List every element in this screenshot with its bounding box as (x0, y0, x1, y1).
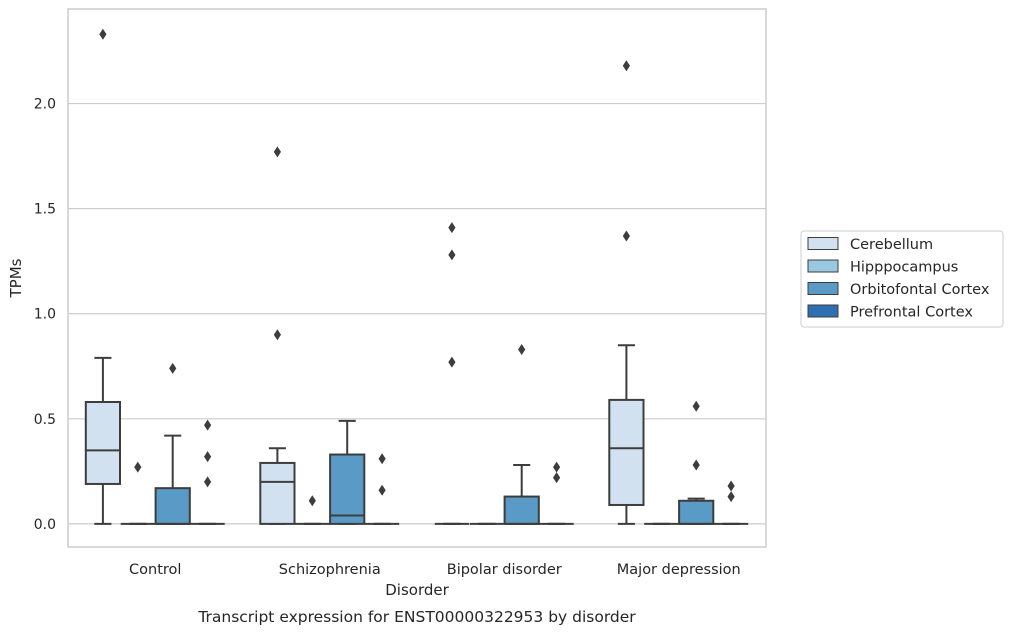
y-tick-label: 0.5 (34, 412, 56, 428)
legend-swatch (807, 282, 839, 295)
outlier-point (378, 453, 386, 465)
x-tick-label: Bipolar disorder (447, 562, 562, 578)
outlier-point (204, 419, 212, 431)
legend-label: Orbitofontal Cortex (850, 282, 990, 298)
box-orbitofontal-cortex (154, 362, 191, 525)
chart-caption: Transcript expression for ENST0000032295… (197, 608, 636, 626)
legend-swatch (807, 259, 839, 273)
y-tick-label: 0.0 (34, 517, 56, 533)
outlier-point (448, 222, 456, 234)
outlier-point (553, 472, 561, 484)
outlier-point (378, 484, 386, 496)
outlier-point (273, 329, 281, 341)
legend-frame (800, 230, 1004, 328)
outlier-point (99, 28, 107, 40)
y-axis-label: TPMs (7, 258, 25, 298)
outlier-point (448, 249, 456, 261)
outlier-point (448, 356, 456, 368)
x-tick-label: Major depression (617, 562, 741, 578)
box-hipppocampus (120, 461, 155, 525)
outlier-point (518, 343, 526, 355)
y-tick-label: 2.0 (34, 97, 56, 113)
legend-swatch (807, 237, 839, 250)
box-cerebellum (84, 28, 122, 525)
x-tick-label: Schizophrenia (279, 562, 381, 578)
box (503, 495, 540, 525)
box-orbitofontal-cortex (678, 400, 715, 525)
legend-label: Hipppocampus (850, 260, 958, 276)
box-orbitofontal-cortex (329, 419, 366, 525)
outlier-point (727, 480, 735, 492)
outlier-point (622, 60, 630, 72)
x-axis-label: Disorder (385, 581, 449, 599)
legend-swatch (807, 304, 839, 318)
x-tick-label: Control (129, 562, 181, 578)
legend: Cerebellum Hipppocampus Orbitofontal Corte… (800, 230, 1004, 328)
box-prefrontal-cortex (713, 480, 749, 525)
outlier-point (692, 400, 700, 412)
box-hipppocampus (295, 495, 330, 525)
box (608, 398, 645, 506)
legend-label: Cerebellum (850, 237, 933, 253)
y-tick-label: 1.5 (34, 202, 56, 218)
outlier-point (692, 459, 700, 471)
outlier-point (273, 146, 281, 158)
outlier-point (169, 362, 177, 374)
outlier-point (204, 476, 212, 488)
box (84, 400, 122, 485)
outlier-point (622, 230, 630, 242)
outlier-point (553, 461, 561, 473)
x-axis-ticks: Control Schizophrenia Bipolar disorder Majo… (129, 562, 741, 578)
box-cerebellum (608, 60, 645, 525)
outlier-point (204, 451, 212, 463)
y-axis-ticks: 0.0 0.5 1.0 1.5 2.0 (34, 97, 56, 533)
box (259, 461, 296, 525)
box-prefrontal-cortex (539, 461, 574, 525)
box-cerebellum (259, 146, 296, 525)
outlier-point (134, 461, 142, 473)
box-cerebellum (434, 222, 470, 525)
y-tick-label: 1.0 (34, 307, 56, 323)
box (154, 487, 191, 525)
box-prefrontal-cortex (190, 419, 225, 525)
plot-area (67, 8, 767, 548)
box-prefrontal-cortex (364, 453, 400, 525)
outlier-point (308, 495, 316, 507)
box (329, 453, 366, 525)
outlier-point (727, 491, 735, 503)
box-orbitofontal-cortex (503, 343, 540, 525)
legend-label: Prefrontal Cortex (850, 305, 973, 321)
box-layer (84, 28, 749, 525)
box (678, 499, 715, 525)
